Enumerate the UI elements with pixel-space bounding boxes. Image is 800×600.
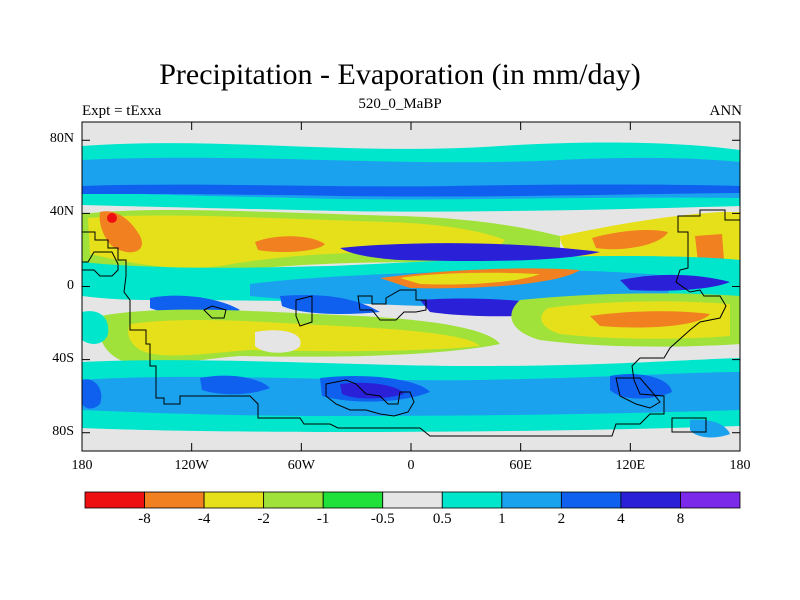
lat-tick-label: 80S xyxy=(52,423,74,439)
colorbar-label: 0.5 xyxy=(432,511,452,527)
colorbar-swatch xyxy=(560,491,622,509)
time-label: 520_0_MaBP xyxy=(358,96,442,112)
map-title: Precipitation - Evaporation (in mm/day) xyxy=(159,58,641,91)
colorbar-label: 4 xyxy=(617,511,625,527)
colorbar-label: -2 xyxy=(257,511,270,527)
colorbar-label: -1 xyxy=(316,511,330,527)
lon-tick-label: 180 xyxy=(729,458,751,473)
lon-tick-label: 60W xyxy=(287,458,315,473)
colorbar-label: -8 xyxy=(138,511,151,527)
lat-tick-label: 40N xyxy=(49,204,74,220)
colorbar-swatch xyxy=(382,491,443,509)
lon-tick-label: 60E xyxy=(509,458,532,473)
lat-tick-label: 80N xyxy=(49,131,74,147)
lon-tickmarks xyxy=(81,122,741,451)
colorbar xyxy=(84,491,741,509)
colorbar-label: 1 xyxy=(498,511,506,527)
colorbar-swatch xyxy=(441,491,503,509)
colorbar-label: -4 xyxy=(197,511,211,527)
colorbar-swatch xyxy=(263,491,324,509)
lat-tick-label: 40S xyxy=(52,350,74,366)
colorbar-label: -0.5 xyxy=(370,511,395,527)
lon-tick-label: 120W xyxy=(174,458,209,473)
colorbar-swatch xyxy=(84,491,145,509)
experiment-label: Expt = tExxa xyxy=(82,103,162,119)
lon-tick-label: 120E xyxy=(615,458,646,473)
lat-tick-label: 0 xyxy=(67,277,74,293)
colorbar-swatch xyxy=(144,491,205,509)
lon-tick-label: 180 xyxy=(71,458,93,473)
colorbar-swatch xyxy=(322,491,384,509)
continent-outline xyxy=(82,209,740,437)
colorbar-swatch xyxy=(680,491,741,509)
colorbar-swatch xyxy=(203,491,265,509)
lat-tickmarks xyxy=(82,139,740,434)
colorbar-label: 8 xyxy=(676,511,685,527)
colorbar-swatch xyxy=(501,491,562,509)
precip-evap-field xyxy=(82,122,740,451)
lon-tick-label: 0 xyxy=(407,458,415,473)
season-label: ANN xyxy=(709,103,743,119)
colorbar-swatch xyxy=(620,491,681,509)
colorbar-label: 2 xyxy=(557,511,566,527)
